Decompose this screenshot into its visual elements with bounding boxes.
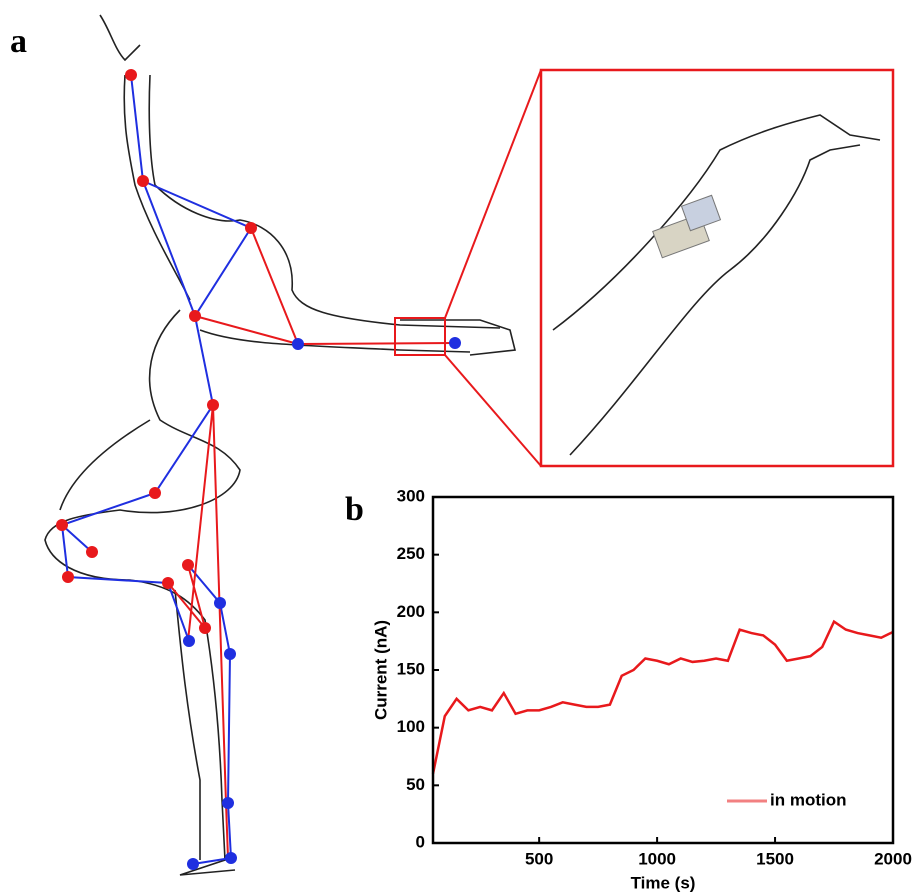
legend-label: in motion: [770, 790, 846, 809]
chart: Current (nA) Time (s) 0 50 100 150 200 250 300…: [371, 486, 911, 892]
panel-label: b: [345, 491, 364, 528]
figure-drawing: [45, 15, 893, 875]
x-tick-label: 500: [525, 849, 553, 868]
x-tick-label: 1500: [756, 849, 794, 868]
data-line: [433, 622, 893, 774]
figure: a b Current (nA) Time (s) 0 50 100 150 200 25…: [0, 0, 921, 896]
y-tick-label: 0: [416, 832, 425, 851]
y-tick-label: 250: [397, 544, 425, 563]
x-tick-label: 2000: [874, 849, 912, 868]
panel-label: a: [10, 23, 27, 60]
y-tick-label: 300: [397, 486, 425, 505]
x-tick-label: 1000: [638, 849, 676, 868]
y-tick-label: 100: [397, 717, 425, 736]
y-tick-label: 150: [397, 659, 425, 678]
y-axis-title: Current (nA): [371, 620, 390, 720]
x-axis-title: Time (s): [631, 873, 696, 892]
y-tick-label: 50: [406, 775, 425, 794]
y-tick-label: 200: [397, 602, 425, 621]
